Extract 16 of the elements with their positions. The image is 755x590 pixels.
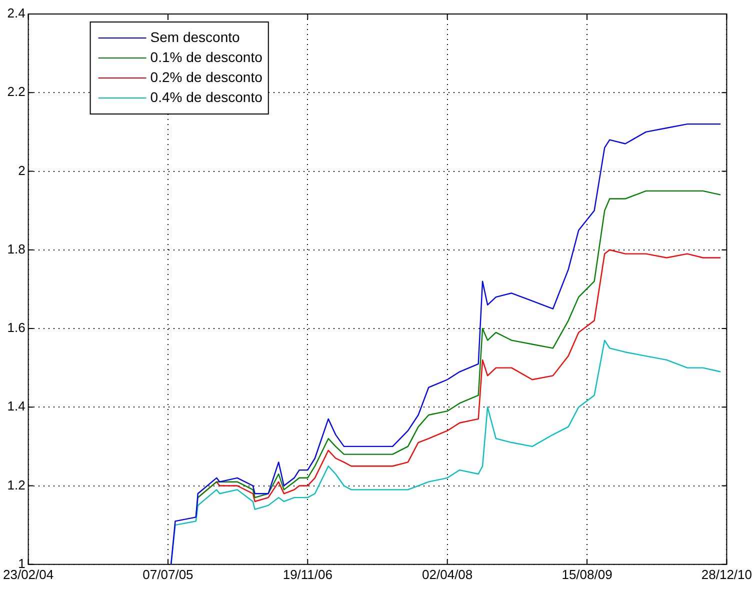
legend-label: 0.2% de desconto <box>150 68 263 85</box>
y-tick-label: 2.2 <box>7 84 26 100</box>
legend-label: Sem desconto <box>150 28 240 45</box>
y-tick-label: 1.2 <box>7 477 26 492</box>
x-tick-label: 28/12/10 <box>701 566 752 582</box>
x-tick-label: 02/04/08 <box>422 566 473 582</box>
y-tick-label: 1.8 <box>7 241 26 256</box>
y-tick-label: 2 <box>18 162 26 178</box>
legend-label: 0.4% de desconto <box>150 88 263 105</box>
x-tick-label: 15/08/09 <box>562 566 612 582</box>
x-tick-label: 07/07/05 <box>142 566 194 582</box>
x-tick-label: 19/11/06 <box>282 566 332 582</box>
y-tick-label: 2.4 <box>7 6 26 21</box>
y-tick-label: 1.6 <box>7 320 26 336</box>
y-tick-label: 1.4 <box>7 398 26 414</box>
legend-label: 0.1% de desconto <box>150 48 263 65</box>
